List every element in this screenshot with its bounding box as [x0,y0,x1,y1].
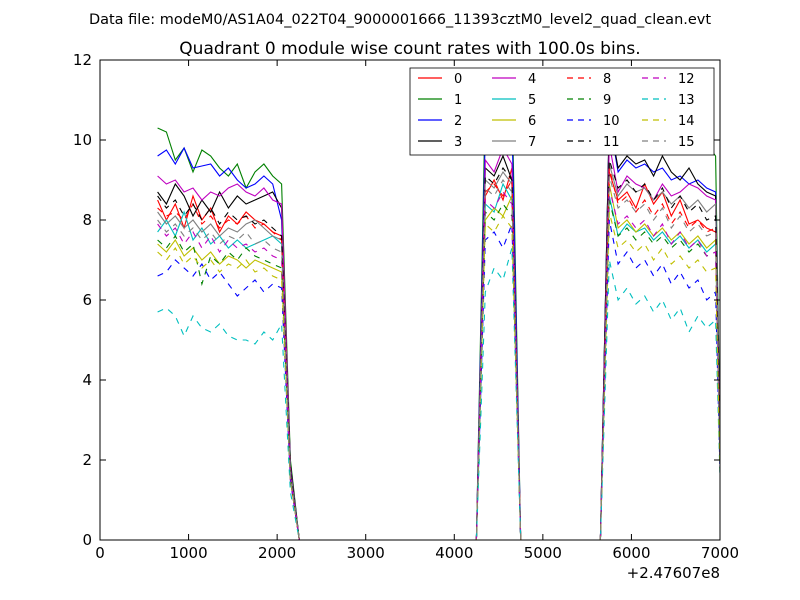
legend-label-11: 11 [603,135,620,150]
x-tick-label: 3000 [347,544,385,562]
x-tick-label: 6000 [612,544,650,562]
legend-label-4: 4 [528,72,536,87]
x-tick-label: 7000 [701,544,739,562]
series-line-12 [157,187,720,540]
legend-label-8: 8 [603,72,611,87]
y-tick-label: 6 [82,291,92,309]
legend-label-1: 1 [454,93,462,108]
legend-label-0: 0 [454,72,462,87]
figure-suptitle: Data file: modeM0/AS1A04_022T04_90000016… [89,12,711,28]
legend-label-2: 2 [454,114,462,129]
y-tick-label: 12 [73,51,92,69]
y-tick-label: 8 [82,211,92,229]
x-tick-label: 4000 [435,544,473,562]
legend-label-7: 7 [528,135,536,150]
series-line-13 [157,247,720,540]
x-tick-label: 1000 [169,544,207,562]
y-tick-label: 2 [82,451,92,469]
y-tick-label: 0 [82,531,92,549]
y-tick-label: 10 [73,131,92,149]
plot-area: 0 1000 2000 3000 4000 5000 6000 7000 024681012 … [73,51,739,582]
x-offset-label: +2.47607e8 [627,564,720,582]
x-tick-label: 2000 [258,544,296,562]
legend-label-10: 10 [603,114,620,129]
legend-label-13: 13 [678,93,695,108]
legend-label-14: 14 [678,114,695,129]
legend-label-12: 12 [678,72,695,87]
legend-label-3: 3 [454,135,462,150]
y-tick-label: 4 [82,371,92,389]
legend-label-5: 5 [528,93,536,108]
x-tick-label: 5000 [524,544,562,562]
legend-label-9: 9 [603,93,611,108]
legend-label-6: 6 [528,114,536,129]
legend-frame [409,67,715,156]
x-tick-label: 0 [95,544,105,562]
chart-title: Quadrant 0 module wise count rates with … [179,39,640,59]
series-line-14 [157,211,720,540]
legend-label-15: 15 [678,135,695,150]
x-axis: 0 1000 2000 3000 4000 5000 6000 7000 [95,60,739,562]
series-line-4 [157,143,720,540]
